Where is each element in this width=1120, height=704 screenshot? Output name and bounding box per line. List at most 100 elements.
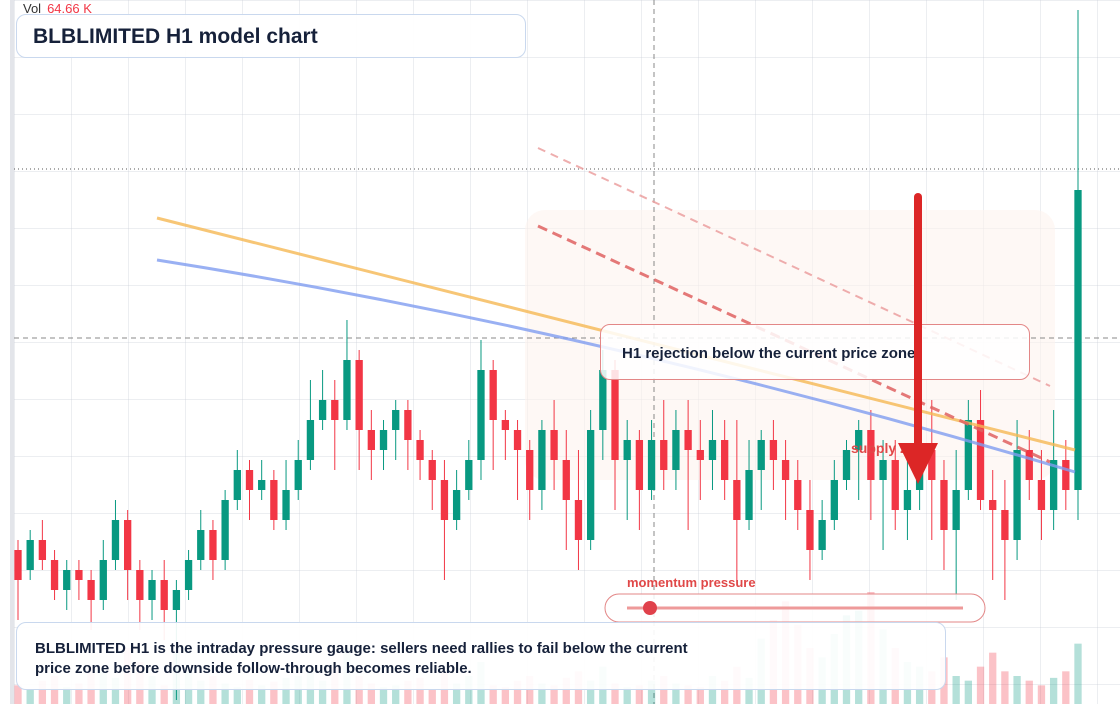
volume-bar	[1062, 671, 1070, 704]
volume-bar	[367, 683, 375, 704]
candle-body	[258, 480, 266, 490]
candle-body	[294, 460, 302, 490]
candle-body	[1025, 450, 1033, 480]
candle-body	[87, 580, 95, 600]
candle-body	[721, 440, 729, 480]
candle-body	[745, 470, 753, 520]
candle-body	[623, 440, 631, 460]
volume-bar	[392, 685, 400, 704]
volume-bar	[428, 690, 436, 704]
candle-body	[879, 460, 887, 480]
volume-bar	[233, 687, 241, 704]
candle-body	[404, 410, 412, 440]
volume-bar	[611, 683, 619, 704]
candle-body	[209, 530, 217, 560]
callout-box: H1 rejection below the current price zon…	[600, 324, 1030, 380]
candle-body	[355, 360, 363, 430]
volume-bar	[1074, 643, 1082, 704]
volume-bar	[660, 676, 668, 704]
volume-bar	[270, 681, 278, 704]
volume-bar	[1049, 677, 1058, 704]
volume-bar	[721, 680, 729, 704]
candle-body	[830, 480, 838, 520]
volume-bar	[684, 685, 692, 704]
candle-body	[842, 450, 851, 480]
volume-bar	[148, 676, 156, 704]
zone-label: supply zone	[851, 440, 932, 456]
candle-body	[63, 570, 71, 590]
volume-bar	[647, 680, 656, 704]
candle-body	[111, 520, 120, 560]
candle-body	[148, 580, 156, 600]
volume-bar	[623, 687, 631, 704]
volume-bar	[1025, 680, 1033, 704]
candle-body	[282, 490, 290, 520]
candle-body	[526, 450, 534, 490]
candle-body	[818, 520, 826, 550]
candle-body	[660, 440, 668, 470]
candle-body	[855, 430, 863, 450]
candle-body	[416, 440, 424, 460]
candle-body	[465, 460, 473, 490]
candle-body	[428, 460, 436, 480]
volume-bar	[550, 685, 558, 704]
volume-bar	[282, 677, 290, 704]
candle-body	[367, 430, 375, 450]
left-strip	[10, 0, 14, 704]
volume-bar	[294, 676, 302, 704]
candle-body	[501, 420, 510, 430]
candle-body	[184, 560, 193, 590]
volume-bar	[14, 685, 22, 704]
candle-body	[440, 480, 449, 520]
candle-body	[672, 430, 680, 470]
candle-layer	[14, 10, 1082, 700]
candle-body	[708, 440, 717, 460]
volume-bar	[976, 666, 985, 704]
candle-body	[696, 450, 704, 460]
candle-body	[940, 480, 948, 530]
candle-body	[124, 520, 132, 570]
title-box: BLBLIMITED H1 model chart	[16, 14, 526, 58]
volume-bar	[63, 687, 71, 704]
callout-text: H1 rejection below the current price zon…	[622, 345, 916, 362]
volume-bar	[696, 687, 704, 704]
volume-bar	[708, 676, 717, 704]
volume-bar	[245, 679, 254, 704]
candle-body	[477, 370, 485, 460]
volume-bar	[989, 652, 997, 704]
candle-body	[197, 530, 205, 560]
candle-body	[513, 430, 522, 450]
candle-body	[647, 440, 656, 490]
volume-bar	[26, 690, 34, 704]
candle-body	[233, 470, 241, 500]
volume-bar	[501, 687, 510, 704]
candle-body	[75, 570, 83, 580]
candle-body	[599, 370, 607, 430]
volume-bar	[404, 680, 412, 704]
candle-body	[99, 560, 107, 600]
candle-body	[270, 480, 278, 520]
volume-legend: Vol 64.66 K	[23, 1, 92, 16]
candle-body	[550, 430, 558, 460]
candle-body	[1049, 460, 1058, 510]
candle-body	[989, 500, 997, 510]
candle-body	[562, 460, 570, 500]
candle-body	[1062, 460, 1070, 490]
candle-body	[452, 490, 461, 520]
volume-bar	[562, 677, 570, 704]
candle-body	[245, 470, 254, 490]
candle-body	[769, 440, 778, 460]
candle-body	[14, 550, 22, 580]
volume-bar	[38, 680, 47, 704]
volume-bar	[197, 680, 205, 704]
candle-body	[794, 480, 802, 510]
candle-body	[903, 490, 912, 510]
candle-body	[1001, 510, 1009, 540]
candle-body	[331, 400, 339, 420]
candle-body	[392, 410, 400, 430]
resistance-line-upper	[537, 147, 1051, 387]
candle-body	[952, 490, 960, 530]
candle-body	[1074, 190, 1082, 490]
candle-body	[1037, 480, 1046, 510]
